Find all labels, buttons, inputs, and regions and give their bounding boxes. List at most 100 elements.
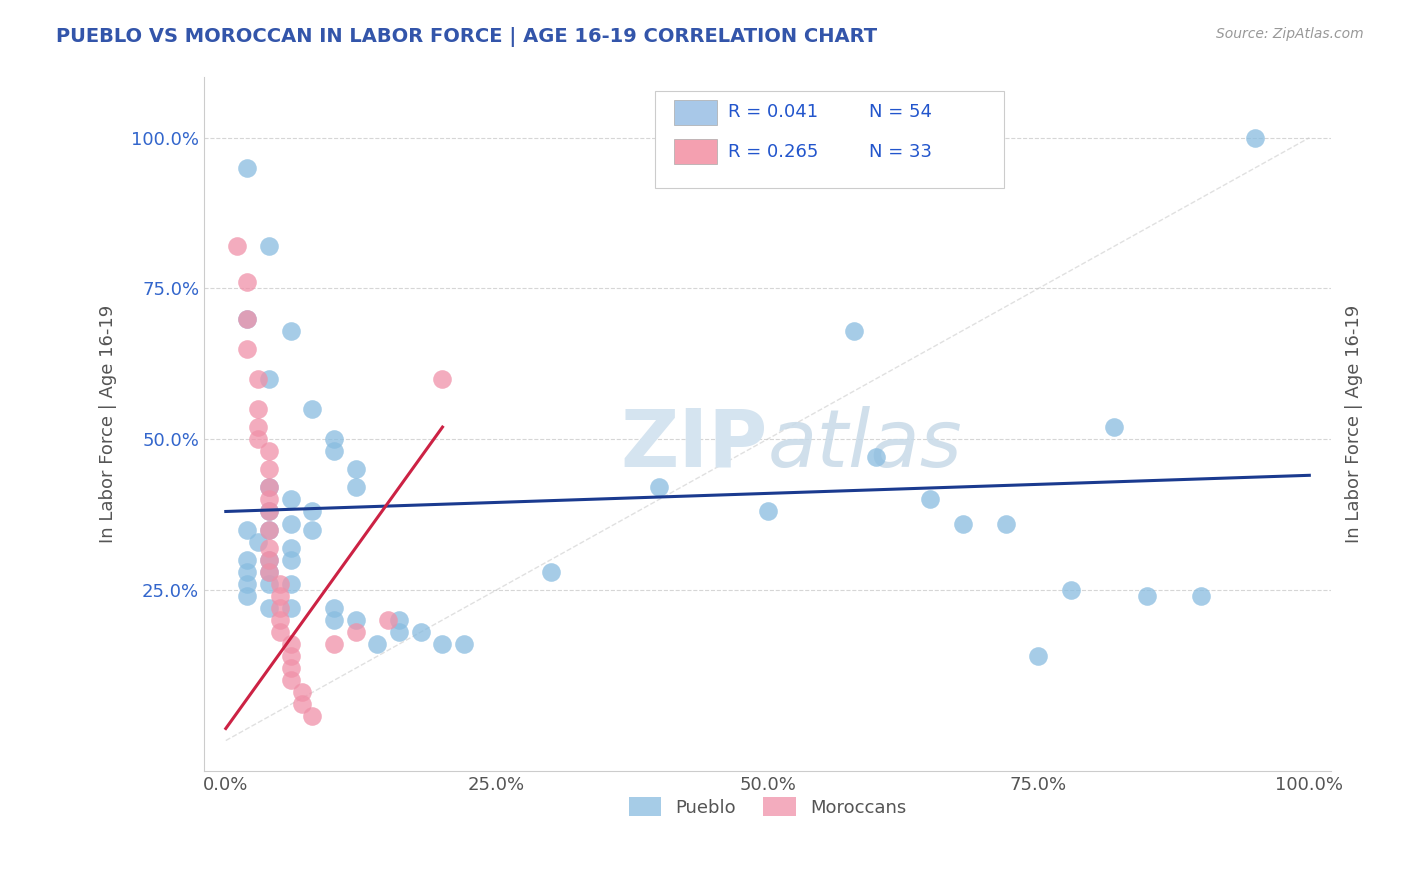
Point [236,161,259,175]
Point [236,565,259,579]
Point [952,516,974,531]
Point [257,504,280,518]
Point [236,589,259,603]
Point [432,637,454,651]
Text: R = 0.265: R = 0.265 [728,143,818,161]
Point [301,402,323,417]
Point [236,342,259,356]
Point [257,601,280,615]
Text: PUEBLO VS MOROCCAN IN LABOR FORCE | AGE 16-19 CORRELATION CHART: PUEBLO VS MOROCCAN IN LABOR FORCE | AGE … [56,27,877,46]
Point [301,709,323,723]
Point [280,516,302,531]
Point [432,372,454,386]
Point [269,625,291,640]
Point [247,420,270,434]
Point [257,372,280,386]
Point [257,523,280,537]
Point [269,613,291,627]
Point [236,276,259,290]
Point [1028,649,1050,664]
Text: ZIP: ZIP [620,406,768,483]
Text: atlas: atlas [768,406,962,483]
Y-axis label: In Labor Force | Age 16-19: In Labor Force | Age 16-19 [100,305,117,543]
Point [257,523,280,537]
Point [1136,589,1159,603]
Point [280,601,302,615]
Point [257,444,280,458]
Point [236,311,259,326]
Point [247,372,270,386]
Point [377,613,399,627]
Point [257,565,280,579]
Point [323,637,346,651]
Point [280,649,302,664]
Point [280,552,302,566]
Point [247,534,270,549]
Point [1189,589,1212,603]
Point [1060,582,1083,597]
Point [257,504,280,518]
Point [257,480,280,494]
Point [280,673,302,688]
Point [301,504,323,518]
FancyBboxPatch shape [673,100,717,125]
Point [247,402,270,417]
Text: Source: ZipAtlas.com: Source: ZipAtlas.com [1216,27,1364,41]
Text: N = 33: N = 33 [869,143,932,161]
Point [1104,420,1126,434]
Point [344,613,367,627]
Point [291,698,314,712]
Point [453,637,475,651]
Point [280,324,302,338]
Point [844,324,866,338]
Text: R = 0.041: R = 0.041 [728,103,818,121]
Point [269,589,291,603]
Point [236,311,259,326]
Point [269,577,291,591]
Point [269,601,291,615]
Point [291,685,314,699]
Point [344,625,367,640]
Point [257,552,280,566]
FancyBboxPatch shape [673,139,717,164]
Point [236,552,259,566]
Point [280,577,302,591]
Point [920,492,942,507]
Point [236,523,259,537]
Point [257,480,280,494]
Point [648,480,671,494]
Text: N = 54: N = 54 [869,103,932,121]
Point [236,577,259,591]
Point [323,444,346,458]
Point [257,462,280,476]
Point [388,625,411,640]
Point [994,516,1017,531]
Point [344,480,367,494]
Point [323,432,346,446]
Point [280,637,302,651]
Point [1244,130,1267,145]
Point [865,450,887,465]
Point [280,661,302,675]
Point [323,601,346,615]
Point [257,541,280,555]
Point [257,552,280,566]
Point [756,504,779,518]
Point [257,492,280,507]
Point [323,613,346,627]
Point [409,625,432,640]
Point [301,523,323,537]
Point [280,492,302,507]
Legend: Pueblo, Moroccans: Pueblo, Moroccans [621,790,914,824]
Point [280,541,302,555]
Point [257,565,280,579]
Y-axis label: In Labor Force | Age 16-19: In Labor Force | Age 16-19 [1346,305,1362,543]
Point [388,613,411,627]
Point [257,239,280,253]
Point [540,565,562,579]
Point [257,577,280,591]
Point [247,432,270,446]
Point [344,462,367,476]
Point [366,637,388,651]
FancyBboxPatch shape [655,91,1004,188]
